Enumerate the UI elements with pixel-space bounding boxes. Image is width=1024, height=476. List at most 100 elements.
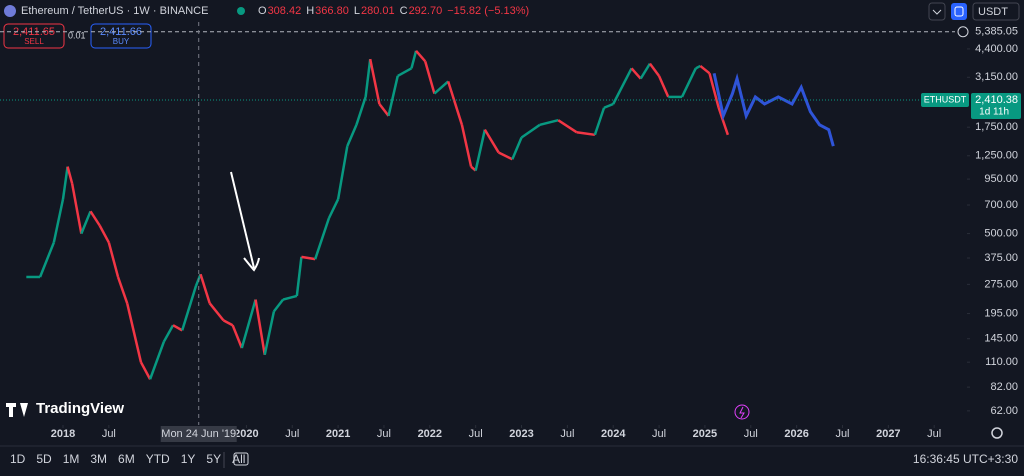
price-segment	[433, 80, 449, 95]
price-segment	[80, 210, 92, 235]
ohlc-value: 292.70	[409, 5, 443, 17]
ohlc-key: O	[258, 5, 267, 17]
price-segment	[680, 67, 697, 98]
price-axis	[965, 22, 1024, 425]
range-button[interactable]: YTD	[146, 452, 170, 466]
y-tick-label: 3,150.00	[975, 71, 1018, 83]
y-tick-label: 1,250.00	[975, 150, 1018, 162]
sell-label: SELL	[24, 37, 44, 46]
range-button[interactable]: 5D	[36, 452, 52, 466]
price-segment	[254, 299, 266, 355]
y-tick-label: 82.00	[990, 381, 1018, 393]
ohlc-value: 280.01	[361, 5, 395, 17]
range-button[interactable]: 6M	[118, 452, 135, 466]
currency-button[interactable]	[972, 2, 1020, 21]
price-segment	[125, 303, 143, 363]
price-segment	[593, 107, 606, 136]
price-segment	[368, 58, 381, 105]
range-button[interactable]: 1M	[63, 452, 80, 466]
price-segment	[410, 50, 418, 69]
price-segment	[415, 50, 427, 63]
price-segment	[282, 294, 298, 301]
add-alert-icon[interactable]	[957, 26, 969, 38]
sell-price: 2,411.65	[13, 26, 55, 38]
y-tick-label: 145.00	[984, 333, 1018, 345]
range-button[interactable]: All	[232, 452, 245, 466]
x-tick-label: Jul	[560, 428, 574, 440]
price-segment	[66, 166, 74, 185]
price-segment	[708, 73, 720, 109]
x-tick-label: 2025	[693, 428, 717, 440]
ohlc: O 308.42 H 366.80 L 280.01 C 292.70 −15.82 (−5.1…	[258, 5, 529, 17]
price-segment	[52, 198, 65, 243]
symbol-icon	[4, 5, 16, 17]
price-segment	[378, 103, 390, 117]
range-button[interactable]: 1Y	[181, 452, 196, 466]
crosshair-label-box	[160, 426, 237, 442]
x-tick-label: Jul	[927, 428, 941, 440]
price-segment	[446, 81, 464, 126]
date-range-icon[interactable]	[233, 452, 249, 466]
range-button[interactable]: 3M	[90, 452, 107, 466]
price-segment	[346, 124, 358, 147]
x-tick-label: 2023	[509, 428, 533, 440]
ohlc-value: 308.42	[268, 5, 302, 17]
price-segment	[272, 298, 285, 313]
clock: 16:36:45 UTC+3:30	[913, 452, 1018, 466]
compare-button[interactable]	[951, 3, 967, 20]
price-segment	[240, 299, 257, 349]
price-segment	[199, 273, 211, 304]
price-segment	[474, 129, 487, 171]
price-segment	[38, 242, 55, 278]
price-segment	[139, 361, 152, 380]
x-tick-label: 2018	[51, 428, 75, 440]
range-button[interactable]: 1D	[10, 452, 26, 466]
y-tick-label: 195.00	[984, 307, 1018, 319]
event-icon[interactable]	[734, 404, 750, 420]
price-segment	[107, 242, 120, 278]
x-tick-label: 2021	[326, 428, 350, 440]
price-segment	[172, 324, 183, 332]
price-segment	[222, 319, 234, 327]
range-button[interactable]: 5Y	[206, 452, 221, 466]
price-segment	[61, 166, 69, 200]
price-segment	[603, 102, 614, 109]
x-tick-label: 2027	[876, 428, 900, 440]
price-segment	[699, 64, 711, 75]
price-segment	[648, 62, 661, 77]
x-tick-label: Jul	[102, 428, 116, 440]
price-segment	[460, 124, 473, 167]
price-segment	[116, 276, 129, 304]
x-tick-label: Jul	[744, 428, 758, 440]
y-tick-label: 1,750.00	[975, 121, 1018, 133]
x-tick-label: Jul	[469, 428, 483, 440]
arrow-annotation	[230, 171, 255, 269]
toolbar: 1D 5D 1M 3M 6M YTD 1Y 5Y All	[10, 452, 245, 466]
price-segment	[612, 67, 633, 105]
settings-icon[interactable]	[991, 427, 1003, 439]
x-tick-label: Jul	[285, 428, 299, 440]
price-segment	[483, 129, 500, 154]
spread: 0.01	[68, 30, 86, 40]
ohlc-value: 366.80	[315, 5, 349, 17]
price-segment	[520, 123, 541, 139]
dropdown-icon	[932, 9, 942, 15]
logo[interactable]: TradingView	[36, 400, 124, 417]
price-segment	[387, 75, 399, 117]
x-tick-label: Jul	[377, 428, 391, 440]
price-segment	[336, 145, 349, 200]
x-tick-label: 2020	[234, 428, 258, 440]
ohlc-key: C	[400, 5, 408, 17]
price-segment	[355, 96, 367, 126]
price-segment	[314, 217, 331, 260]
sell-button[interactable]	[3, 23, 65, 49]
price-segment	[301, 255, 316, 261]
buy-button[interactable]	[90, 23, 152, 49]
dropdown-button[interactable]	[928, 2, 946, 21]
price-segment	[98, 224, 110, 244]
price-segment	[498, 151, 513, 161]
price-segment	[295, 256, 303, 297]
x-tick-label: 2024	[601, 428, 626, 440]
symbol[interactable]: Ethereum / TetherUS · 1W · BINANCE	[21, 5, 208, 17]
